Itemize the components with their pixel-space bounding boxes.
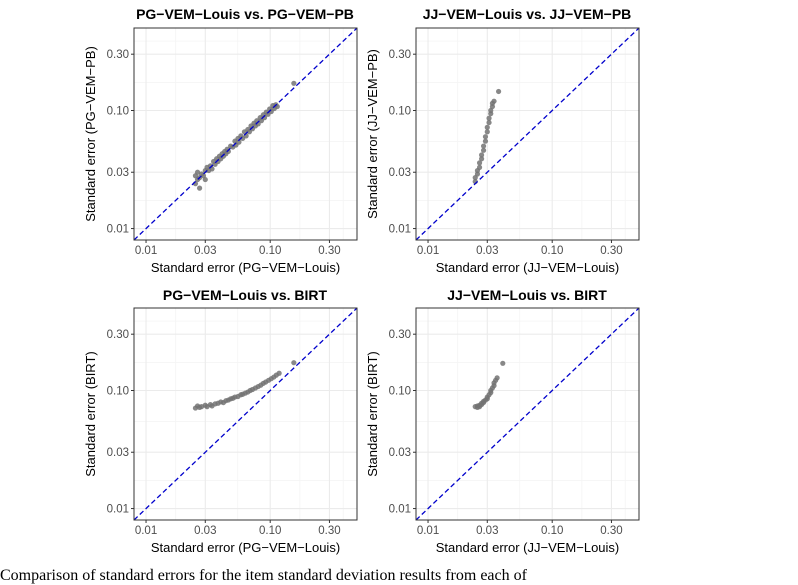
data-point [202,176,208,183]
x-tick-label: 0.10 [541,525,563,537]
panel-title: JJ−VEM−Louis vs. JJ−VEM−PB [423,6,632,22]
scatter-panel-4: 0.01 0.03 0.10 0.30 0.01 0.03 0.10 0.30 JJ−VEM−L… [365,287,640,555]
data-point [476,160,483,166]
points-layer [472,360,506,410]
data-point [482,138,489,144]
data-point [480,147,487,153]
data-point [291,360,297,366]
data-point [484,129,490,135]
x-tick-label: 0.03 [476,245,498,257]
x-tick-label: 0.03 [194,525,216,537]
data-point [236,139,242,145]
y-tick-label: 0.01 [389,504,411,516]
y-tick-label: 0.01 [107,504,129,516]
panel-title: PG−VEM−Louis vs. PG−VEM−PB [136,6,354,22]
x-tick-label: 0.10 [259,525,281,537]
y-tick-label: 0.10 [389,386,411,398]
y-tick-label: 0.03 [107,447,129,459]
panel-border [415,307,640,521]
x-tick-label: 0.03 [476,525,498,537]
x-tick-label: 0.01 [417,245,439,257]
x-axis-label: Standard error (PG−VEM−Louis) [151,260,340,275]
x-tick-label: 0.30 [318,525,340,537]
panel-border [133,307,358,521]
data-point [486,115,492,121]
y-tick-label: 0.10 [107,106,129,118]
scatter-panel-3: 0.01 0.03 0.10 0.30 0.01 0.03 0.10 0.30 PG−VEM−L… [83,287,358,555]
data-point [478,152,485,158]
x-tick-label: 0.30 [318,245,340,257]
identity-line [134,28,357,240]
y-tick-label: 0.01 [389,224,411,236]
x-axis-label: Standard error (JJ−VEM−Louis) [436,540,620,555]
x-tick-label: 0.01 [135,525,157,537]
x-tick-label: 0.01 [417,525,439,537]
data-point [480,143,487,149]
y-tick-label: 0.30 [107,49,129,61]
figure: 0.01 0.03 0.10 0.30 0.01 0.03 0.10 0.30 PG−VEM−L… [83,6,640,555]
x-tick-label: 0.01 [135,245,157,257]
data-point [482,134,489,140]
data-point [495,88,502,95]
y-axis-label: Standard error (BIRT) [365,351,380,476]
data-point [488,107,494,114]
y-tick-label: 0.10 [107,386,129,398]
x-tick-label: 0.10 [259,245,281,257]
data-point [291,80,297,86]
data-point [276,370,282,376]
x-tick-label: 0.03 [194,245,216,257]
y-tick-label: 0.03 [389,447,411,459]
y-axis-label: Standard error (PG−VEM−PB) [83,46,98,222]
figure-caption: Comparison of standard errors for the it… [0,567,527,584]
y-tick-label: 0.30 [389,329,411,341]
data-point [476,164,483,170]
data-point [225,148,231,155]
data-point [500,360,506,366]
x-axis-label: Standard error (PG−VEM−Louis) [151,540,340,555]
data-point [196,185,203,191]
panel-border [133,27,358,241]
y-tick-label: 0.03 [107,167,129,179]
panel-border [415,27,640,241]
data-point [484,124,490,130]
points-layer [192,360,297,411]
y-tick-label: 0.01 [107,224,129,236]
x-tick-label: 0.30 [600,245,622,257]
y-axis-label: Standard error (JJ−VEM−PB) [365,49,380,219]
data-point [194,169,201,175]
x-tick-label: 0.10 [541,245,563,257]
identity-line [134,308,357,520]
identity-line [416,28,639,240]
data-point [494,375,500,381]
points-layer [472,88,502,185]
y-tick-label: 0.30 [389,49,411,61]
y-tick-label: 0.03 [389,167,411,179]
identity-line [416,308,639,520]
scatter-panel-1: 0.01 0.03 0.10 0.30 0.01 0.03 0.10 0.30 PG−VEM−L… [83,6,358,275]
data-point [486,119,492,126]
panel-title: PG−VEM−Louis vs. BIRT [163,287,328,303]
panel-title: JJ−VEM−Louis vs. BIRT [447,287,607,303]
x-tick-label: 0.30 [600,525,622,537]
data-point [478,156,485,162]
scatter-panel-2: 0.01 0.03 0.10 0.30 0.01 0.03 0.10 0.30 JJ−VEM−L… [365,6,640,275]
x-axis-label: Standard error (JJ−VEM−Louis) [436,260,620,275]
y-tick-label: 0.10 [389,106,411,118]
y-axis-label: Standard error (BIRT) [83,351,98,476]
data-point [491,98,497,104]
y-tick-label: 0.30 [107,329,129,341]
